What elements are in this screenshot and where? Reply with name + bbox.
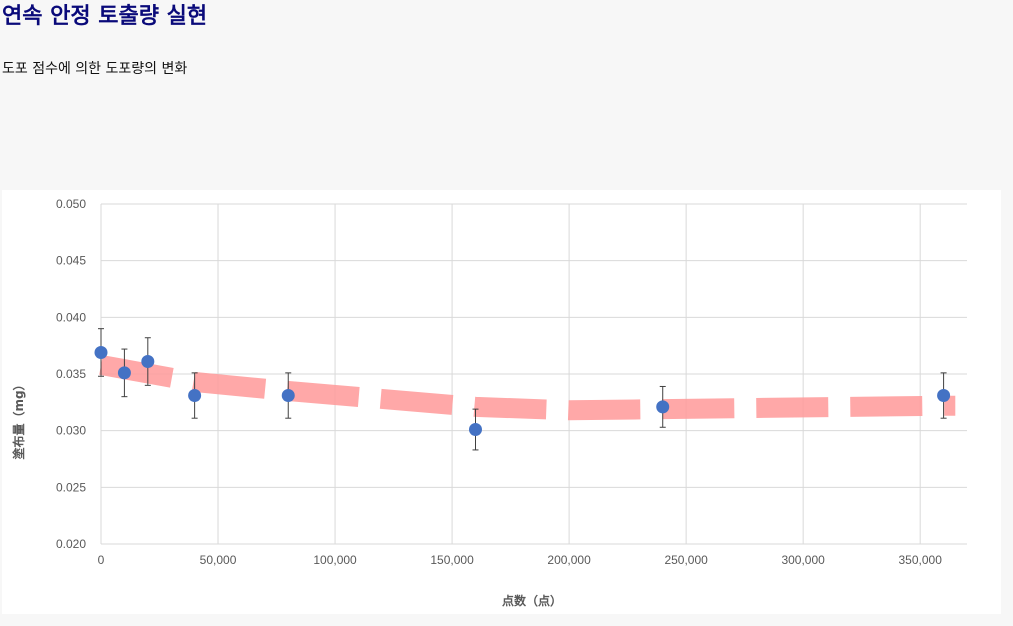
y-tick-label: 0.045 — [56, 254, 86, 268]
trend-band — [99, 355, 956, 421]
x-axis-title: 点数（点） — [502, 593, 562, 608]
x-tick-label: 300,000 — [781, 553, 825, 567]
data-point — [468, 423, 482, 437]
tick-labels: 0 50,000 100,000 150,000 200,000 250,000 300,0… — [56, 197, 942, 567]
y-tick-label: 0.040 — [56, 310, 86, 324]
x-tick-label: 200,000 — [547, 553, 591, 567]
page-title: 연속 안정 토출량 실현 — [2, 4, 208, 29]
data-point — [141, 355, 155, 369]
x-tick-label: 100,000 — [313, 553, 357, 567]
y-tick-label: 0.030 — [56, 424, 86, 438]
data-point — [937, 389, 951, 403]
data-point — [117, 366, 131, 380]
x-tick-label: 0 — [98, 553, 105, 567]
y-tick-label: 0.050 — [56, 197, 86, 211]
y-tick-label: 0.020 — [56, 537, 86, 551]
grid-lines — [100, 203, 967, 545]
data-points — [94, 345, 951, 437]
page-subtitle: 도포 점수에 의한 도포량의 변화 — [2, 61, 188, 77]
x-tick-label: 50,000 — [200, 553, 237, 567]
trend-band-line — [99, 355, 956, 421]
y-axis-title: 塗布量（mg） — [11, 378, 26, 459]
chart-card: 0 50,000 100,000 150,000 200,000 250,000 300,0… — [2, 190, 1001, 614]
data-point — [188, 389, 202, 403]
x-tick-label: 350,000 — [898, 553, 942, 567]
y-tick-label: 0.025 — [56, 480, 86, 494]
data-point — [94, 345, 108, 359]
data-point — [656, 400, 670, 414]
x-tick-label: 150,000 — [430, 553, 474, 567]
y-tick-label: 0.035 — [56, 367, 86, 381]
scatter-chart: 0 50,000 100,000 150,000 200,000 250,000 300,0… — [11, 197, 967, 608]
data-point — [281, 389, 295, 403]
x-tick-label: 250,000 — [664, 553, 708, 567]
